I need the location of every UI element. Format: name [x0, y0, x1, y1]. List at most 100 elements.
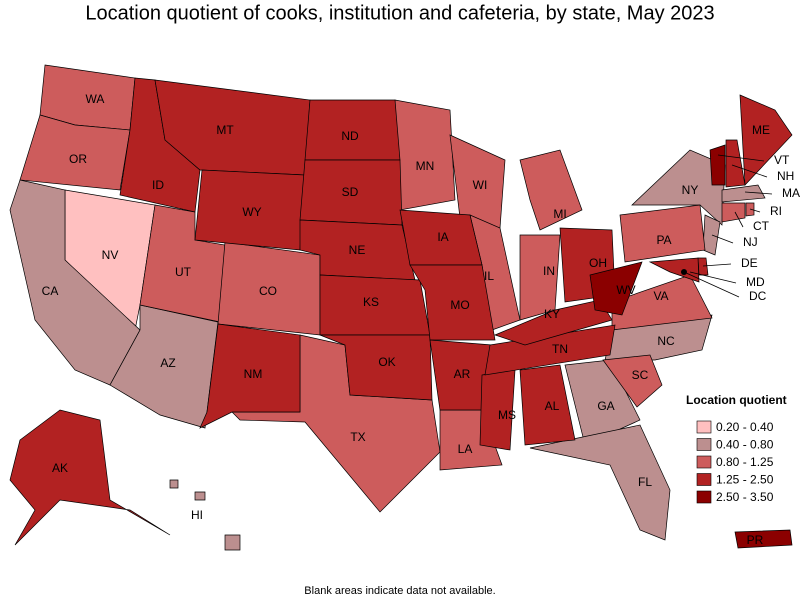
- state-label: MI: [553, 207, 566, 221]
- state-shape: [409, 264, 496, 341]
- leader-line: [711, 234, 734, 244]
- state-label: OK: [378, 355, 395, 369]
- state-label: ND: [341, 129, 359, 143]
- state-label: SC: [632, 368, 649, 382]
- state-label: NJ: [743, 235, 758, 249]
- state-label: AZ: [160, 356, 175, 370]
- state-label: NC: [657, 334, 675, 348]
- state-label: GA: [597, 399, 614, 413]
- state-label: PA: [656, 233, 671, 247]
- state-label: VT: [774, 153, 790, 167]
- state-shape: [199, 323, 301, 429]
- leader-line: [731, 164, 768, 178]
- legend-swatch: [696, 420, 712, 434]
- state-shape: [19, 114, 131, 191]
- state-label: IA: [437, 230, 448, 244]
- state-label: AL: [545, 399, 560, 413]
- state-label: IL: [484, 269, 494, 283]
- state-shape: [721, 184, 766, 203]
- state-shape: [702, 214, 721, 256]
- legend-swatch: [696, 438, 712, 451]
- state-label: AK: [52, 461, 68, 475]
- state-label: KY: [544, 307, 560, 321]
- state-label: NH: [777, 169, 794, 183]
- state-label: MS: [498, 408, 516, 422]
- state-shape: [519, 364, 576, 446]
- state-label: IN: [543, 264, 555, 278]
- state-label: DE: [741, 256, 758, 270]
- state-label: CO: [259, 284, 277, 298]
- state-shape: [611, 274, 713, 331]
- state-label: NV: [102, 248, 119, 262]
- state-shape: [169, 479, 179, 489]
- state-label: FL: [638, 475, 652, 489]
- state-label: CT: [753, 219, 770, 233]
- state-label: WA: [86, 92, 105, 106]
- state-label: ID: [152, 178, 164, 192]
- legend-label: 2.50 - 3.50: [716, 490, 774, 504]
- state-label: MN: [416, 159, 435, 173]
- leader-line: [683, 271, 740, 298]
- state-label: NM: [244, 367, 263, 381]
- state-shape: [739, 94, 793, 186]
- state-labels: NV CA AZ NY GA FL NC MA HI NJ WA OR UT CO TX MN WI MI IL IN…: [42, 92, 800, 547]
- state-label: WV: [616, 283, 635, 297]
- state-shape: [519, 149, 583, 231]
- state-label: OR: [69, 152, 87, 166]
- legend-swatch: [696, 490, 712, 504]
- state-shape: [602, 354, 663, 408]
- leader-line: [702, 263, 732, 267]
- state-label: LA: [458, 442, 473, 456]
- legend-label: 0.20 - 0.40: [716, 420, 774, 434]
- state-shape: [734, 529, 793, 549]
- state-label: CA: [42, 284, 59, 298]
- state-shape: [394, 99, 456, 211]
- state-shape: [9, 409, 171, 546]
- state-shape: [725, 139, 746, 188]
- leader-line: [717, 154, 765, 162]
- state-shape: [648, 257, 700, 283]
- state-label: DC: [749, 289, 767, 303]
- map-title: Location quotient of cooks, institution …: [85, 2, 714, 24]
- state-label: MT: [216, 123, 234, 137]
- state-label: AR: [454, 367, 471, 381]
- state-label: MO: [450, 298, 469, 312]
- state-label: HI: [191, 508, 203, 522]
- state-label: NY: [682, 183, 699, 197]
- state-shape: [745, 202, 755, 217]
- state-label: MA: [782, 186, 800, 200]
- state-label: KS: [363, 295, 379, 309]
- state-label: TX: [350, 430, 365, 444]
- leader-line: [749, 208, 761, 213]
- state-shape: [194, 491, 206, 501]
- state-shape: [721, 202, 746, 223]
- state-label: MD: [746, 275, 765, 289]
- state-label: RI: [770, 204, 782, 218]
- leader-line: [744, 191, 773, 195]
- state-label: TN: [552, 342, 568, 356]
- legend-title: Location quotient: [686, 393, 787, 407]
- state-shape: [224, 534, 241, 551]
- legend-label: 0.80 - 1.25: [716, 455, 774, 469]
- state-label: ME: [752, 123, 770, 137]
- state-shape: [484, 324, 616, 376]
- legend: 0.20 - 0.40 0.40 - 0.80 0.80 - 1.25 1.25 - …: [696, 420, 774, 504]
- legend-label: 1.25 - 2.50: [716, 473, 774, 487]
- state-label: UT: [175, 265, 192, 279]
- state-label: NE: [349, 243, 366, 257]
- state-label: SD: [342, 185, 359, 199]
- state-label: WY: [242, 205, 261, 219]
- state-label: PR: [747, 533, 764, 547]
- footnote: Blank areas indicate data not available.: [304, 585, 495, 597]
- state-shape: [564, 359, 641, 446]
- state-shape: [589, 261, 643, 316]
- state-label: WI: [473, 178, 488, 192]
- state-shape: [619, 204, 706, 263]
- states: [9, 64, 793, 551]
- legend-swatch: [696, 455, 712, 469]
- state-shape: [709, 144, 726, 186]
- state-shape: [697, 257, 709, 276]
- legend-label: 0.40 - 0.80: [716, 438, 774, 452]
